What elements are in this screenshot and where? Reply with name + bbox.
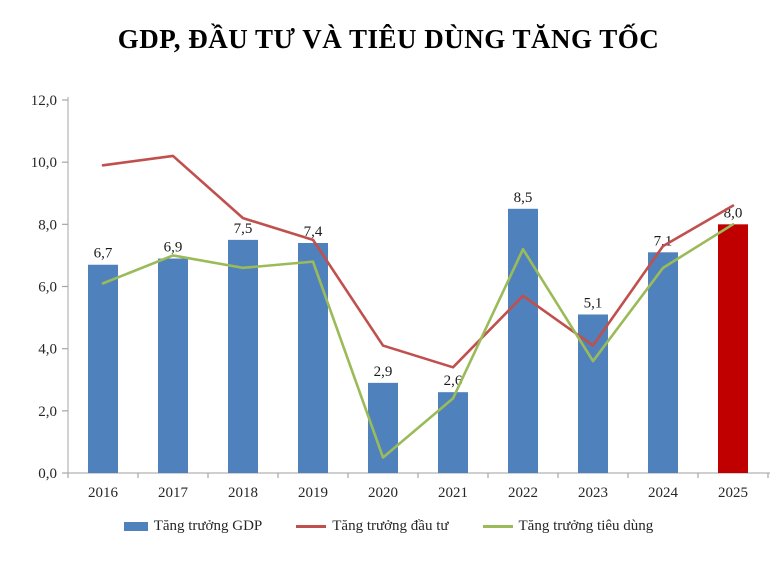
consumption-line-swatch-icon (482, 525, 513, 528)
gdp-bar-label-2019: 7,4 (304, 224, 323, 240)
chart-legend: Tăng trưởng GDP Tăng trưởng đầu tư Tăng … (0, 518, 777, 535)
y-tick-label: 2,0 (38, 404, 57, 420)
x-tick-label-2023: 2023 (578, 485, 608, 501)
gdp-bar-2016 (88, 264, 118, 473)
y-tick-label: 0,0 (38, 466, 57, 482)
investment-line-swatch-icon (296, 525, 327, 528)
gdp-bar-label-2018: 7,5 (234, 221, 253, 237)
x-tick-label-2020: 2020 (368, 485, 398, 501)
legend-item-consumption: Tăng trưởng tiêu dùng (482, 518, 654, 535)
y-tick-label: 6,0 (38, 280, 57, 296)
gdp-bar-2018 (228, 239, 258, 473)
legend-item-investment: Tăng trưởng đầu tư (296, 518, 449, 535)
consumption-line (101, 223, 735, 459)
x-tick-label-2018: 2018 (228, 485, 258, 501)
legend-label-investment: Tăng trưởng đầu tư (332, 518, 449, 534)
x-tick-label-2019: 2019 (298, 485, 328, 501)
gdp-bar-label-2023: 5,1 (584, 295, 603, 311)
x-tick-label-2021: 2021 (438, 485, 468, 501)
legend-item-gdp: Tăng trưởng GDP (123, 518, 263, 535)
x-tick-label-2017: 2017 (158, 485, 189, 501)
y-tick-label: 10,0 (31, 155, 57, 171)
legend-label-consumption: Tăng trưởng tiêu dùng (518, 518, 654, 534)
x-tick-label-2024: 2024 (648, 485, 679, 501)
x-tick-label-2022: 2022 (508, 485, 538, 501)
x-tick-label-2016: 2016 (88, 485, 119, 501)
gdp-bar-2019 (298, 242, 328, 473)
legend-label-gdp: Tăng trưởng GDP (153, 518, 263, 534)
y-tick-label: 12,0 (31, 93, 57, 109)
gdp-bar-2021 (438, 392, 468, 473)
y-tick-label: 8,0 (38, 217, 57, 233)
gdp-bar-2024 (648, 252, 678, 473)
gdp-bar-label-2020: 2,9 (374, 364, 393, 380)
x-tick-label-2025: 2025 (718, 485, 748, 501)
combo-chart: 0,0 2,0 4,0 6,0 8,0 10,0 12,0 2016 2017 2018 2019 2… (31, 93, 770, 501)
gdp-bar-2022 (508, 208, 538, 473)
gdp-bar-label-2022: 8,5 (514, 190, 533, 206)
investment-line (101, 154, 735, 369)
gdp-bar-2017 (158, 258, 188, 473)
gdp-bar-label-2025: 8,0 (724, 205, 743, 221)
gdp-bar-2025 (718, 224, 748, 473)
gdp-bar-label-2017: 6,9 (164, 240, 183, 256)
gdp-bar-label-2024: 7,1 (654, 233, 673, 249)
y-tick-label: 4,0 (38, 342, 57, 358)
gdp-bar-swatch-icon (123, 522, 148, 531)
chart-title: GDP, ĐẦU TƯ VÀ TIÊU DÙNG TĂNG TỐC (117, 24, 660, 54)
gdp-bar-2023 (578, 314, 608, 473)
gdp-bar-label-2016: 6,7 (94, 246, 113, 262)
